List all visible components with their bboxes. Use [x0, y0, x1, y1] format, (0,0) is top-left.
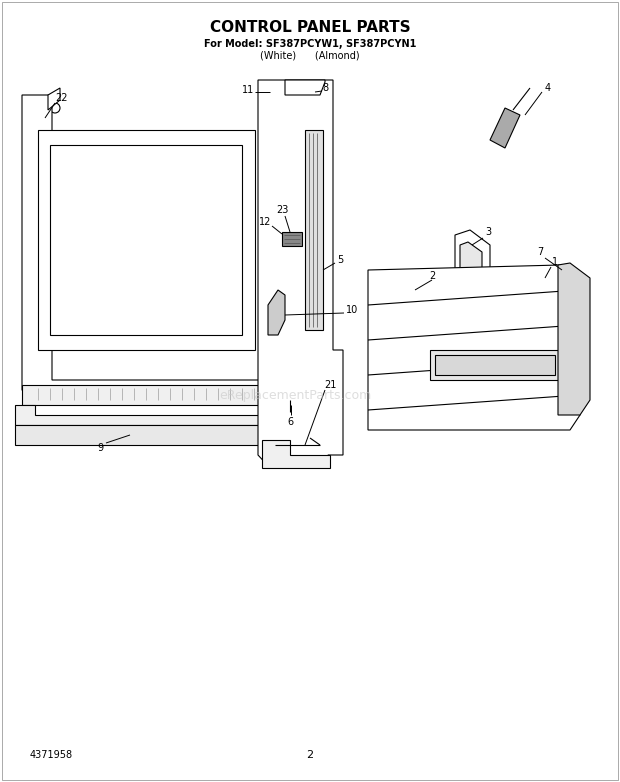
Text: 9: 9 [97, 443, 103, 453]
Text: 12: 12 [259, 217, 271, 227]
Polygon shape [258, 80, 343, 468]
Polygon shape [285, 80, 325, 95]
Bar [382, 278, 430, 340]
Text: 6: 6 [287, 417, 293, 427]
Bar [435, 355, 555, 375]
Polygon shape [22, 385, 270, 405]
Text: 7: 7 [537, 247, 543, 257]
Polygon shape [455, 230, 490, 415]
Circle shape [285, 390, 295, 400]
Circle shape [502, 297, 518, 313]
Polygon shape [368, 265, 580, 430]
Text: 5: 5 [337, 255, 343, 265]
Text: 11: 11 [242, 85, 254, 95]
Text: (White)      (Almond): (White) (Almond) [260, 51, 360, 61]
Polygon shape [460, 242, 482, 405]
Polygon shape [50, 145, 242, 335]
Text: 10: 10 [346, 305, 358, 315]
Text: 1: 1 [552, 257, 558, 267]
Text: 21: 21 [324, 380, 336, 390]
Polygon shape [490, 108, 520, 148]
Text: 2: 2 [306, 750, 314, 760]
Text: 22: 22 [56, 93, 68, 103]
Text: 4: 4 [545, 83, 551, 93]
Text: For Model: SF387PCYW1, SF387PCYN1: For Model: SF387PCYW1, SF387PCYN1 [204, 39, 416, 49]
Polygon shape [268, 290, 285, 335]
Circle shape [442, 302, 458, 318]
Bar [430, 350, 560, 380]
Polygon shape [15, 405, 268, 425]
Text: 23: 23 [276, 205, 288, 215]
Polygon shape [22, 95, 270, 405]
Polygon shape [38, 130, 255, 350]
Circle shape [50, 103, 60, 113]
Polygon shape [305, 130, 323, 330]
Text: 4371958: 4371958 [30, 750, 73, 760]
Text: CONTROL PANEL PARTS: CONTROL PANEL PARTS [210, 20, 410, 35]
Text: 8: 8 [322, 83, 328, 93]
Bar [282, 232, 302, 246]
Polygon shape [15, 425, 268, 445]
Text: 3: 3 [485, 227, 491, 237]
Polygon shape [262, 440, 330, 468]
Polygon shape [48, 88, 60, 110]
Polygon shape [558, 263, 590, 415]
Text: 2: 2 [429, 271, 435, 281]
Text: eReplacementParts.com: eReplacementParts.com [219, 389, 371, 401]
